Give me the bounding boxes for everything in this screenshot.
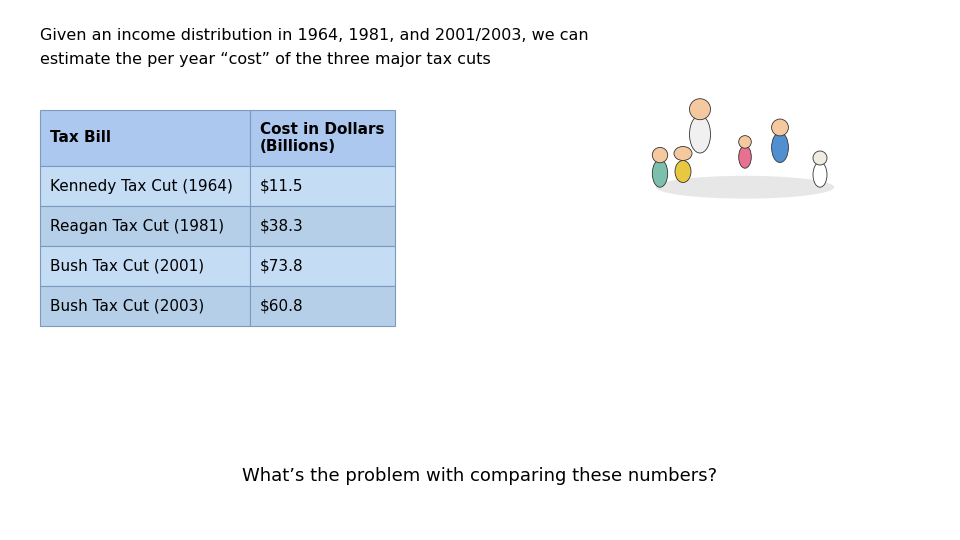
Bar — [40, 286, 250, 326]
Circle shape — [813, 151, 827, 165]
Text: $11.5: $11.5 — [260, 179, 303, 193]
Bar — [250, 286, 395, 326]
Text: Bush Tax Cut (2003): Bush Tax Cut (2003) — [50, 299, 204, 314]
Ellipse shape — [738, 146, 752, 168]
Ellipse shape — [675, 160, 691, 183]
Bar — [250, 110, 395, 166]
Bar — [40, 206, 250, 246]
Text: Bush Tax Cut (2001): Bush Tax Cut (2001) — [50, 259, 204, 273]
Bar — [250, 166, 395, 206]
Text: What’s the problem with comparing these numbers?: What’s the problem with comparing these … — [243, 467, 717, 485]
Text: estimate the per year “cost” of the three major tax cuts: estimate the per year “cost” of the thre… — [40, 52, 491, 67]
Bar — [40, 110, 250, 166]
Ellipse shape — [656, 176, 834, 199]
Ellipse shape — [689, 116, 710, 153]
Ellipse shape — [674, 146, 692, 160]
Circle shape — [772, 119, 788, 136]
Text: Tax Bill: Tax Bill — [50, 131, 111, 145]
Text: $60.8: $60.8 — [260, 299, 303, 314]
Bar — [250, 246, 395, 286]
Text: Given an income distribution in 1964, 1981, and 2001/2003, we can: Given an income distribution in 1964, 19… — [40, 28, 588, 43]
Circle shape — [652, 147, 668, 163]
Text: $38.3: $38.3 — [260, 219, 303, 233]
Circle shape — [738, 136, 752, 148]
Bar — [40, 246, 250, 286]
Text: Cost in Dollars
(Billions): Cost in Dollars (Billions) — [260, 122, 385, 154]
Bar — [250, 206, 395, 246]
Ellipse shape — [652, 160, 668, 187]
Text: $73.8: $73.8 — [260, 259, 303, 273]
Text: Kennedy Tax Cut (1964): Kennedy Tax Cut (1964) — [50, 179, 233, 193]
Text: Reagan Tax Cut (1981): Reagan Tax Cut (1981) — [50, 219, 224, 233]
Ellipse shape — [813, 162, 827, 187]
Ellipse shape — [772, 132, 788, 163]
Circle shape — [689, 99, 710, 120]
Bar — [40, 166, 250, 206]
